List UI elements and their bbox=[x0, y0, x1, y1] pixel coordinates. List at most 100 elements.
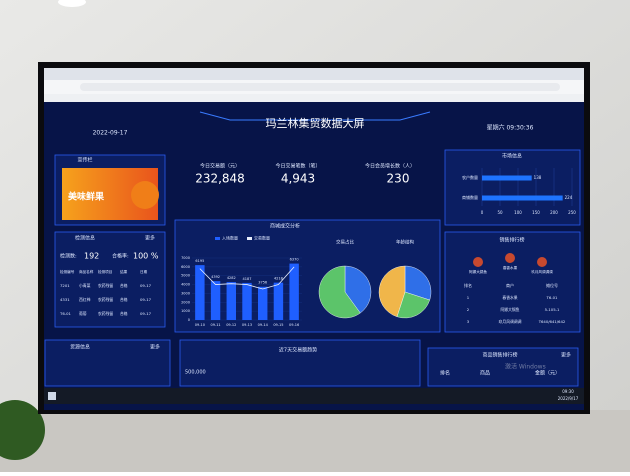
line bbox=[199, 266, 295, 290]
table-cell: 7201 bbox=[60, 283, 70, 288]
value-label: 138 bbox=[534, 175, 542, 180]
value-label: 4392 bbox=[211, 275, 220, 279]
table-cell: 春香水果 bbox=[502, 295, 517, 300]
clock-date: 2022/9/17 bbox=[558, 396, 579, 401]
y-tick-label: 3000 bbox=[181, 291, 190, 295]
clock: 09:30 bbox=[562, 389, 574, 394]
y-tick-label: 500,000 bbox=[185, 370, 206, 376]
kpi-label: 今日会员增长数（人） bbox=[365, 163, 415, 170]
x-tick-label: 09-16 bbox=[289, 323, 299, 327]
x-tick-label: 200 bbox=[550, 210, 558, 215]
bar bbox=[226, 282, 236, 320]
x-tick-label: 50 bbox=[497, 210, 503, 215]
legend-swatch bbox=[215, 237, 220, 240]
more-link[interactable]: 更多 bbox=[150, 344, 160, 351]
panel-title: 市场信息 bbox=[502, 153, 522, 160]
kpi-label: 今日交易笔数（笔） bbox=[275, 163, 320, 170]
value-label: 4218 bbox=[274, 277, 283, 281]
more-link[interactable]: 更多 bbox=[145, 235, 155, 242]
supply-panel bbox=[44, 339, 171, 387]
banner-title: 美味鲜果 bbox=[68, 191, 105, 203]
x-tick-label: 09-10 bbox=[195, 323, 205, 327]
pie-slice bbox=[378, 265, 406, 317]
date: 2022-09-17 bbox=[93, 130, 128, 137]
inspection-panel bbox=[54, 231, 166, 328]
more-link[interactable]: 更多 bbox=[561, 352, 571, 359]
trend-panel bbox=[179, 339, 421, 387]
podium-icon bbox=[473, 257, 483, 267]
podium-name: 玖月风调调调 bbox=[531, 269, 553, 274]
podium-name: 春香水果 bbox=[503, 265, 518, 270]
pie-title: 交易占比 bbox=[336, 239, 354, 246]
table-cell: T6-01 bbox=[59, 311, 72, 316]
podium-icon bbox=[537, 257, 547, 267]
y-tick-label: 4000 bbox=[181, 283, 190, 287]
table-cell: 合格 bbox=[120, 311, 128, 316]
x-tick-label: 09-12 bbox=[226, 323, 236, 327]
y-tick-label: 0 bbox=[188, 318, 190, 322]
x-tick-label: 100 bbox=[514, 210, 522, 215]
kpi-value: 232,848 bbox=[195, 172, 245, 186]
column-header: 商品 bbox=[480, 370, 490, 377]
table-cell: 农药残留 bbox=[98, 283, 113, 288]
pie-slice bbox=[396, 291, 430, 319]
podium-name: 阿娜大锅鱼 bbox=[469, 269, 487, 274]
table-cell: 合格 bbox=[120, 283, 128, 288]
value-label: 4282 bbox=[227, 276, 236, 280]
table-cell: T640/641/642 bbox=[538, 319, 566, 324]
table-cell: 3 bbox=[467, 319, 470, 324]
bar bbox=[289, 263, 299, 320]
value-label: 6195 bbox=[195, 259, 204, 263]
bookmarks-bar bbox=[44, 94, 584, 102]
y-tick-label: 6000 bbox=[181, 265, 190, 269]
table-cell: 4331 bbox=[60, 297, 70, 302]
table-cell: 阿娜大锅鱼 bbox=[501, 307, 520, 312]
browser-tabs bbox=[44, 68, 584, 80]
goods-panel bbox=[427, 347, 579, 387]
floor-wall bbox=[0, 410, 630, 472]
dashboard-title: 玛兰林集贸数据大屏 bbox=[266, 116, 365, 130]
taskbar bbox=[44, 388, 584, 404]
column-header: 结果 bbox=[120, 269, 128, 274]
pie-title: 年龄结构 bbox=[396, 239, 414, 246]
pie-slice bbox=[344, 265, 372, 314]
panel-title: 检测信息 bbox=[75, 235, 95, 242]
legend-label: 交易数量 bbox=[254, 235, 270, 241]
market-panel bbox=[444, 149, 581, 226]
legend-label: 入场数量 bbox=[222, 235, 238, 241]
pie-slice bbox=[404, 265, 432, 301]
column-header: 排名 bbox=[464, 282, 472, 288]
table-cell: 西红柿 bbox=[79, 297, 91, 302]
panel-title: 商城成交分析 bbox=[270, 223, 300, 230]
x-tick-label: 09-14 bbox=[258, 323, 269, 327]
y-tick-label: 1000 bbox=[181, 309, 190, 313]
bar bbox=[482, 195, 563, 201]
column-header: 检测项目 bbox=[98, 269, 112, 274]
start-button[interactable] bbox=[48, 392, 56, 400]
table-cell: 09-17 bbox=[140, 297, 152, 302]
weekday-time: 星期六 09:30:36 bbox=[487, 124, 534, 132]
title-frame bbox=[199, 111, 431, 121]
category-label: 农户数量 bbox=[462, 174, 478, 180]
rate-label: 合格率: bbox=[112, 253, 129, 260]
value-label: 6370 bbox=[290, 258, 299, 262]
table-cell: 玖月风调调调 bbox=[499, 319, 522, 324]
table-cell: 2 bbox=[467, 307, 470, 312]
value-label: 4187 bbox=[243, 277, 252, 281]
kpi-label: 今日交易额（元） bbox=[200, 163, 240, 170]
bar bbox=[273, 282, 284, 320]
url-field bbox=[80, 83, 560, 91]
ceiling-light bbox=[58, 0, 86, 7]
x-tick-label: 09-13 bbox=[242, 323, 252, 327]
fruit bbox=[131, 181, 159, 209]
x-tick-label: 09-15 bbox=[273, 323, 283, 327]
table-cell: 农药残留 bbox=[98, 311, 113, 316]
podium-icon bbox=[505, 253, 515, 263]
y-tick-label: 7000 bbox=[181, 256, 190, 260]
value-label: 224 bbox=[565, 195, 573, 200]
panel-title: 销售排行榜 bbox=[499, 237, 524, 244]
bar bbox=[195, 265, 205, 320]
kpi-value: 230 bbox=[387, 172, 410, 186]
panel-title: 宣传栏 bbox=[77, 157, 92, 164]
